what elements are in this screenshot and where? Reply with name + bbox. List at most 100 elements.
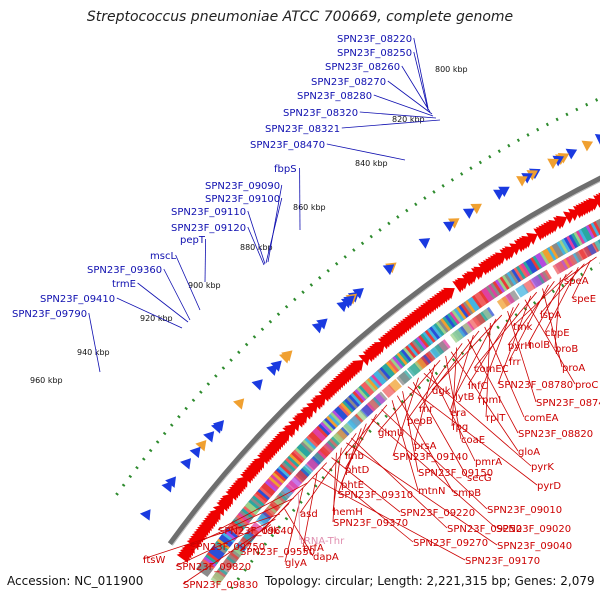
feature-block[interactable] xyxy=(593,238,600,252)
feature-arrow-outer[interactable] xyxy=(552,155,565,167)
feature-block[interactable] xyxy=(293,470,308,484)
gene-label-inner[interactable]: SPN23F_08780 xyxy=(498,380,573,391)
gene-label-inner[interactable]: SPN23F_09010 xyxy=(487,505,562,516)
gene-label-inner[interactable]: tdk xyxy=(263,526,279,537)
feature-block[interactable] xyxy=(434,340,449,355)
gene-label-inner[interactable]: SPN23F_08740 xyxy=(536,398,600,409)
feature-block[interactable] xyxy=(449,329,464,343)
feature-block[interactable] xyxy=(353,409,368,424)
gene-label-outer[interactable]: SPN23F_09790 xyxy=(12,309,87,320)
gene-label-inner[interactable]: mtnN xyxy=(418,486,445,497)
gene-label-outer[interactable]: SPN23F_09410 xyxy=(40,294,115,305)
feature-arrow[interactable] xyxy=(533,228,546,241)
feature-block[interactable] xyxy=(413,357,428,372)
feature-arrow-outer[interactable] xyxy=(462,208,475,219)
gene-label-inner[interactable]: phtD xyxy=(345,465,370,476)
gene-label-outer[interactable]: SPN23F_09110 xyxy=(171,207,246,218)
gene-label-outer[interactable]: SPN23F_09360 xyxy=(87,265,162,276)
feature-arrow-outer[interactable] xyxy=(233,398,245,410)
feature-arrow-outer[interactable] xyxy=(581,140,594,152)
feature-block[interactable] xyxy=(426,347,440,362)
feature-block[interactable] xyxy=(381,384,396,399)
gene-label-inner[interactable]: rpmI xyxy=(478,395,501,406)
gene-label-inner[interactable]: phtE xyxy=(341,480,364,491)
feature-block[interactable] xyxy=(240,532,255,547)
feature-arrow[interactable] xyxy=(176,551,189,563)
feature-block[interactable] xyxy=(343,419,358,434)
feature-arrow-outer[interactable] xyxy=(516,176,528,187)
feature-block[interactable] xyxy=(237,536,251,551)
gene-label-outer[interactable]: SPN23F_08260 xyxy=(325,62,400,73)
gene-label-inner[interactable]: rnr xyxy=(419,404,434,415)
gene-label-outer[interactable]: mscL xyxy=(150,251,176,262)
gene-label-outer[interactable]: SPN23F_08470 xyxy=(250,140,325,151)
feature-block[interactable] xyxy=(210,571,225,586)
gene-label-outer[interactable]: SPN23F_08321 xyxy=(265,124,340,135)
feature-arrow-outer[interactable] xyxy=(189,446,201,459)
gene-label-inner[interactable]: era xyxy=(450,408,466,419)
feature-block[interactable] xyxy=(279,486,294,501)
feature-block[interactable] xyxy=(406,362,421,377)
gene-label-inner[interactable]: SPN23F_09310 xyxy=(338,490,413,501)
feature-arrow-outer[interactable] xyxy=(493,189,505,201)
gene-label-inner[interactable]: tmk xyxy=(513,322,533,333)
gene-label-inner[interactable]: dgk xyxy=(432,386,451,397)
gene-label-outer[interactable]: pepT xyxy=(180,235,206,246)
gene-label-inner[interactable]: SPN23F_09170 xyxy=(465,556,540,567)
feature-arrow-outer[interactable] xyxy=(311,322,324,334)
gene-label-inner[interactable]: hemH xyxy=(333,507,363,518)
feature-arrow-outer[interactable] xyxy=(161,481,173,493)
gene-label-inner[interactable]: SPN23F_09830 xyxy=(183,580,258,591)
feature-arrow-outer[interactable] xyxy=(180,458,192,470)
gene-label-inner[interactable]: SPN23F_09550 xyxy=(240,547,315,558)
feature-block[interactable] xyxy=(284,480,299,494)
gene-label-outer[interactable]: fbpS xyxy=(274,164,297,175)
gene-label-inner[interactable]: proC xyxy=(575,380,598,391)
feature-arrow-outer[interactable] xyxy=(594,134,600,145)
gene-label-inner[interactable]: prsA xyxy=(414,441,437,452)
feature-arrow-outer[interactable] xyxy=(443,221,455,232)
gene-label-inner[interactable]: SPN23F_09140 xyxy=(393,452,468,463)
feature-block[interactable] xyxy=(552,261,566,275)
feature-arrow-outer[interactable] xyxy=(336,301,348,313)
feature-block[interactable] xyxy=(371,393,386,408)
feature-block[interactable] xyxy=(288,476,303,490)
feature-arrow-outer[interactable] xyxy=(447,218,460,229)
gene-label-outer[interactable]: SPN23F_08250 xyxy=(337,48,412,59)
feature-arrow-outer[interactable] xyxy=(565,148,578,160)
gene-label-inner[interactable]: comEA xyxy=(524,413,559,424)
gene-label-inner[interactable]: gloA xyxy=(518,447,540,458)
gene-label-inner[interactable]: coaE xyxy=(461,435,485,446)
gene-label-inner[interactable]: SPN23F_09640 xyxy=(218,526,293,537)
feature-block[interactable] xyxy=(430,344,445,358)
feature-arrow-outer[interactable] xyxy=(203,431,215,443)
gene-label-inner[interactable]: SPN23F_09220 xyxy=(400,508,475,519)
feature-arrow[interactable] xyxy=(358,354,371,366)
feature-arrow-outer[interactable] xyxy=(251,379,263,391)
gene-label-inner[interactable]: proA xyxy=(562,363,585,374)
feature-block[interactable] xyxy=(347,415,362,430)
gene-label-outer[interactable]: SPN23F_09090 xyxy=(205,181,280,192)
gene-label-inner[interactable]: smpB xyxy=(453,488,481,499)
gene-label-inner[interactable]: glmU xyxy=(378,428,404,439)
gene-label-inner[interactable]: SPN23F_09750 xyxy=(190,542,265,553)
gene-label-inner[interactable]: lmb xyxy=(345,451,364,462)
gene-label-outer[interactable]: SPN23F_08320 xyxy=(283,108,358,119)
gene-label-inner[interactable]: dapA xyxy=(313,552,339,563)
gene-label-inner[interactable]: SPN23F_09250 xyxy=(447,524,522,535)
feature-arrow[interactable] xyxy=(452,281,465,293)
gene-label-inner[interactable]: lytB xyxy=(455,392,475,403)
gene-label-inner[interactable]: tRNA-Thr xyxy=(300,536,345,547)
gene-label-inner[interactable]: pyrK xyxy=(531,462,554,473)
gene-label-inner[interactable]: SPN23F_09820 xyxy=(176,562,251,573)
feature-arrow-outer[interactable] xyxy=(521,173,533,184)
feature-block[interactable] xyxy=(496,296,511,310)
gene-label-inner[interactable]: SPN23F_08820 xyxy=(518,429,593,440)
feature-arrow-outer[interactable] xyxy=(210,422,223,434)
feature-block[interactable] xyxy=(339,423,354,437)
gene-label-inner[interactable]: pyrD xyxy=(537,481,561,492)
feature-arrow-outer[interactable] xyxy=(139,509,151,521)
gene-label-inner[interactable]: holB xyxy=(528,340,550,351)
feature-arrow-outer[interactable] xyxy=(382,264,395,276)
